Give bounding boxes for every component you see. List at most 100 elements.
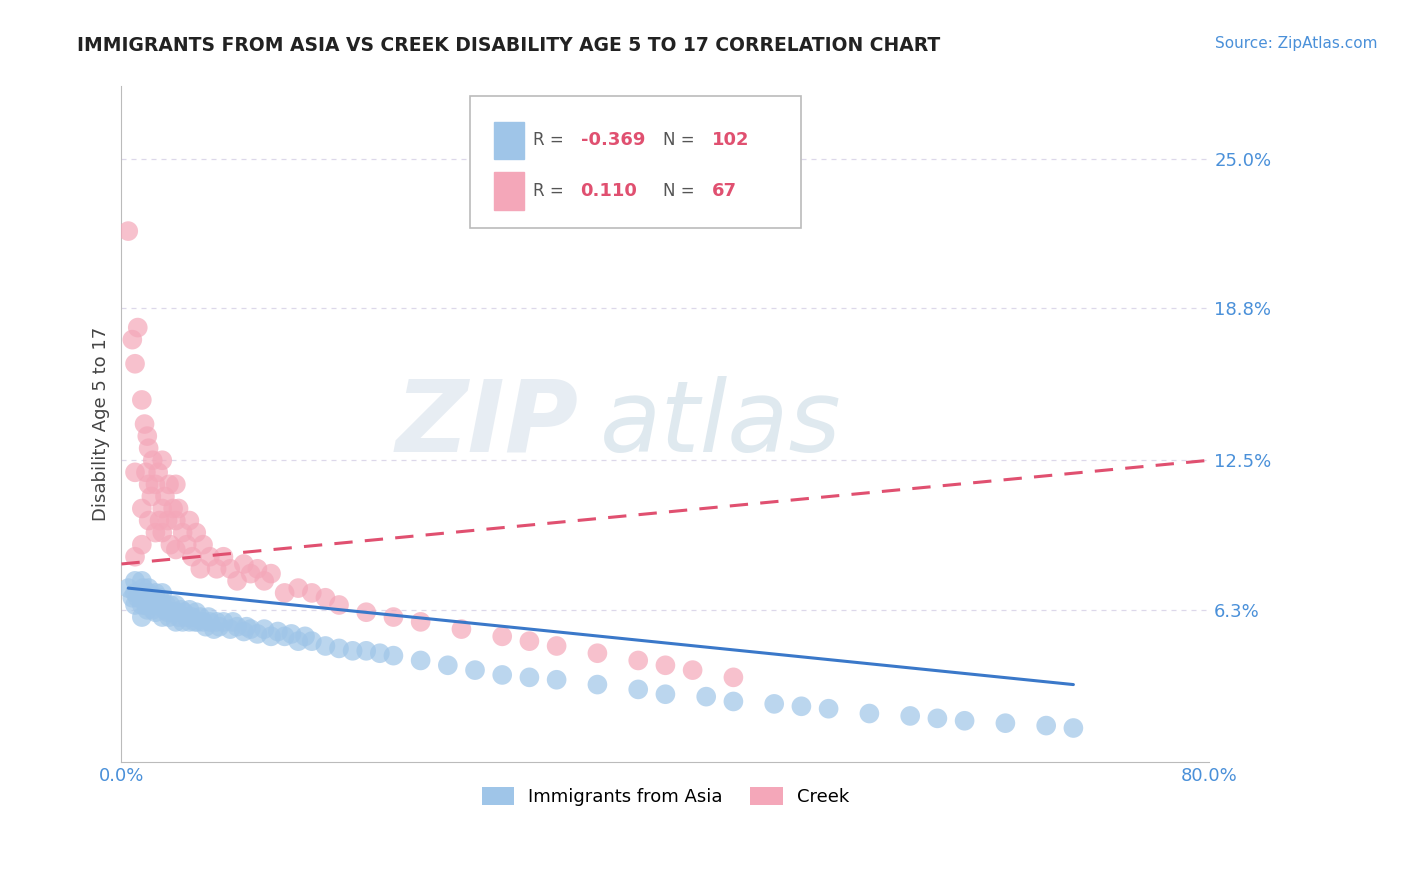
Point — [156, 605, 179, 619]
Point — [117, 581, 139, 595]
Point — [354, 644, 377, 658]
Point — [627, 682, 650, 697]
Point — [148, 591, 170, 605]
Point — [188, 562, 211, 576]
Point — [817, 702, 839, 716]
Bar — [494, 172, 524, 210]
Point — [127, 591, 149, 605]
Point — [219, 622, 242, 636]
Point — [464, 663, 486, 677]
Point — [165, 542, 187, 557]
Point — [858, 706, 880, 721]
Point — [181, 610, 204, 624]
Point — [253, 622, 276, 636]
Point — [131, 574, 153, 588]
Point — [176, 610, 198, 624]
Y-axis label: Disability Age 5 to 17: Disability Age 5 to 17 — [93, 327, 110, 521]
Point — [723, 670, 745, 684]
Point — [898, 709, 921, 723]
Point — [197, 610, 219, 624]
Text: Source: ZipAtlas.com: Source: ZipAtlas.com — [1215, 36, 1378, 51]
Point — [173, 605, 195, 619]
Point — [141, 591, 163, 605]
Text: R =: R = — [533, 182, 568, 200]
Point — [155, 598, 177, 612]
Point — [491, 668, 513, 682]
Text: atlas: atlas — [600, 376, 842, 473]
Point — [354, 605, 377, 619]
Point — [1035, 718, 1057, 732]
Point — [723, 694, 745, 708]
Point — [165, 598, 187, 612]
Text: 67: 67 — [713, 182, 737, 200]
Point — [994, 716, 1017, 731]
Point — [131, 501, 153, 516]
Point — [267, 624, 290, 639]
Point — [124, 574, 146, 588]
Point — [167, 610, 190, 624]
Point — [586, 677, 609, 691]
Point — [162, 605, 184, 619]
Point — [212, 549, 235, 564]
Point — [208, 620, 231, 634]
Text: ZIP: ZIP — [395, 376, 578, 473]
Point — [145, 605, 167, 619]
Point — [162, 501, 184, 516]
Point — [205, 615, 228, 629]
Point — [179, 514, 201, 528]
Point — [280, 627, 302, 641]
Point — [695, 690, 717, 704]
Point — [519, 670, 541, 684]
Point — [159, 598, 181, 612]
Point — [167, 501, 190, 516]
Point — [134, 417, 156, 431]
Point — [184, 615, 207, 629]
Point — [179, 603, 201, 617]
Point — [368, 646, 391, 660]
Point — [222, 615, 245, 629]
Point — [328, 641, 350, 656]
Point — [246, 562, 269, 576]
Point — [188, 610, 211, 624]
Point — [157, 477, 180, 491]
Point — [131, 586, 153, 600]
Point — [146, 598, 169, 612]
Point — [138, 586, 160, 600]
Point — [273, 629, 295, 643]
Point — [409, 653, 432, 667]
Point — [927, 711, 949, 725]
Point — [150, 501, 173, 516]
Point — [212, 615, 235, 629]
Text: IMMIGRANTS FROM ASIA VS CREEK DISABILITY AGE 5 TO 17 CORRELATION CHART: IMMIGRANTS FROM ASIA VS CREEK DISABILITY… — [77, 36, 941, 54]
Point — [181, 549, 204, 564]
Point — [156, 514, 179, 528]
Point — [198, 549, 221, 564]
Point — [145, 598, 167, 612]
Point — [150, 525, 173, 540]
Point — [176, 538, 198, 552]
Point — [165, 514, 187, 528]
Point — [150, 610, 173, 624]
Point — [131, 610, 153, 624]
Point — [301, 586, 323, 600]
Point — [141, 490, 163, 504]
Point — [287, 634, 309, 648]
Point — [150, 598, 173, 612]
Point — [139, 598, 162, 612]
Bar — [494, 122, 524, 159]
Point — [437, 658, 460, 673]
Point — [135, 598, 157, 612]
Point — [150, 453, 173, 467]
Point — [586, 646, 609, 660]
Point — [145, 586, 167, 600]
Point — [150, 586, 173, 600]
Point — [138, 581, 160, 595]
Text: 0.110: 0.110 — [581, 182, 637, 200]
Point — [294, 629, 316, 643]
Point — [142, 453, 165, 467]
Point — [519, 634, 541, 648]
Point — [142, 603, 165, 617]
Point — [260, 566, 283, 581]
Point — [246, 627, 269, 641]
Point — [235, 620, 257, 634]
